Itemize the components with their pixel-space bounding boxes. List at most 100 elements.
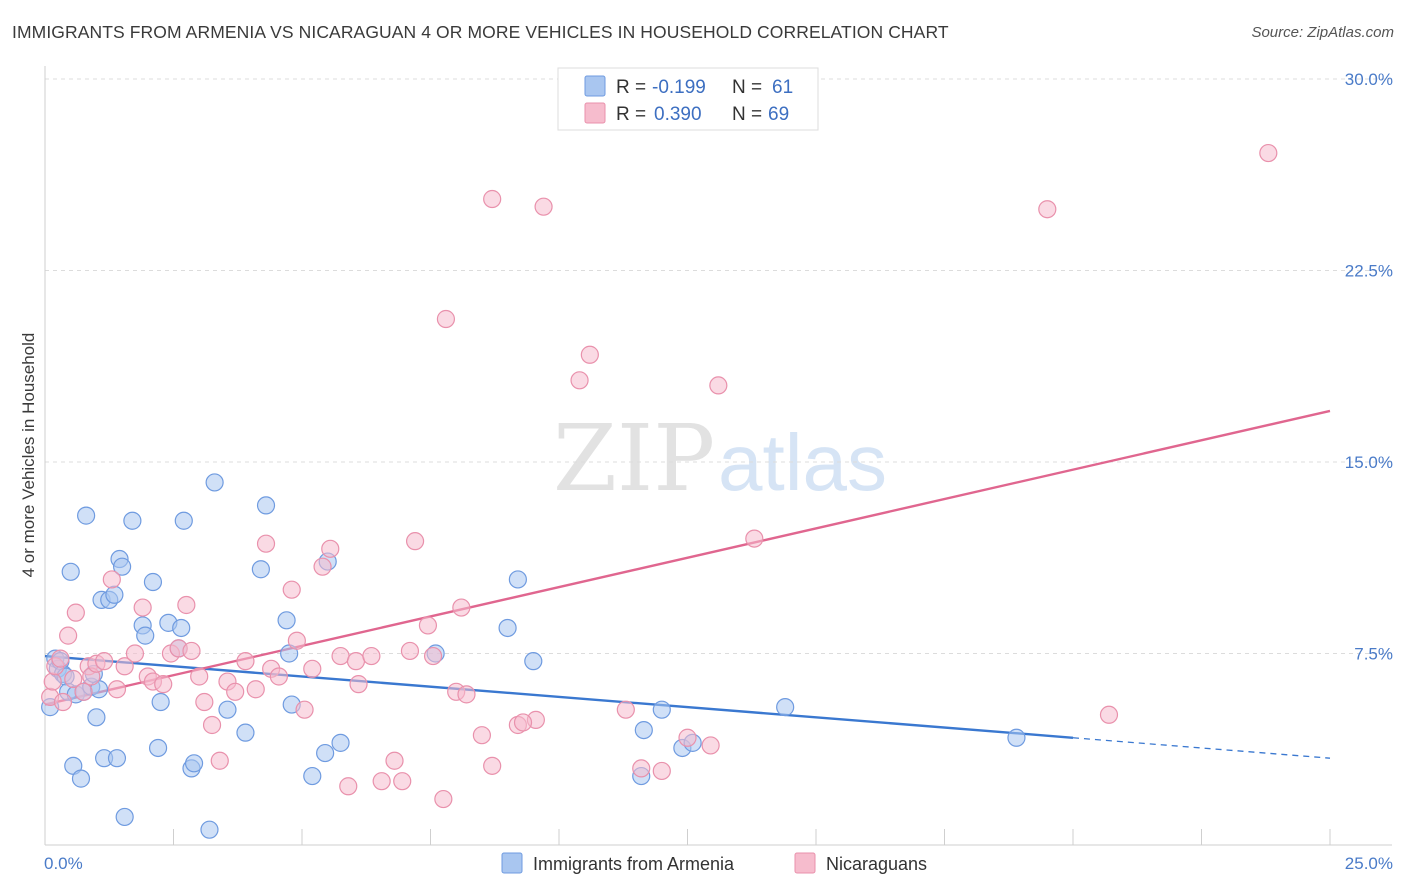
trend-line-1 xyxy=(44,409,1331,706)
series-legend: Immigrants from Armenia Nicaraguans xyxy=(501,852,927,874)
data-point xyxy=(1007,728,1026,747)
data-point xyxy=(205,473,224,492)
series-legend-label-nicaraguans: Nicaraguans xyxy=(826,854,927,874)
legend-n-value-armenia: 61 xyxy=(772,77,793,98)
data-point xyxy=(580,345,599,364)
watermark-atlas: atlas xyxy=(718,418,887,507)
data-point xyxy=(534,197,553,216)
data-point xyxy=(1259,143,1278,163)
data-point xyxy=(184,754,204,773)
stats-legend: R = -0.199 N = 61 R = 0.390 N = 69 xyxy=(557,67,819,131)
data-point xyxy=(107,749,127,768)
trend-lines xyxy=(44,409,1331,759)
data-point xyxy=(107,680,127,699)
data-point xyxy=(154,675,173,694)
data-point xyxy=(295,700,314,719)
data-point xyxy=(303,659,322,678)
chart-title: IMMIGRANTS FROM ARMENIA VS NICARAGUAN 4 … xyxy=(12,22,949,42)
data-point xyxy=(776,698,795,717)
data-point xyxy=(177,595,196,615)
y-tick-label: 7.5% xyxy=(1354,645,1393,664)
data-point xyxy=(303,766,322,786)
legend-swatch-nicaraguans xyxy=(584,102,606,124)
data-point xyxy=(632,759,651,778)
data-point xyxy=(125,644,145,663)
x-tick-label-min: 0.0% xyxy=(44,854,83,873)
data-point xyxy=(472,726,491,745)
data-point xyxy=(372,772,391,791)
data-point xyxy=(287,631,306,650)
y-tick-label: 15.0% xyxy=(1345,453,1393,472)
data-point xyxy=(269,667,288,686)
data-point xyxy=(701,736,720,755)
data-point xyxy=(115,807,134,827)
data-point xyxy=(282,580,301,599)
data-point xyxy=(61,562,80,581)
data-points xyxy=(41,143,1278,839)
legend-r-label-nicaraguans: R = xyxy=(616,104,646,125)
trend-line-0 xyxy=(44,654,1074,739)
series-legend-swatch-nicaraguans xyxy=(794,852,816,874)
data-point xyxy=(1038,200,1057,219)
data-point xyxy=(393,772,412,791)
data-point xyxy=(400,641,420,661)
data-point xyxy=(74,682,93,701)
legend-n-label-armenia: N = xyxy=(732,77,762,98)
y-tick-label: 30.0% xyxy=(1345,70,1393,89)
y-axis-label: 4 or more Vehicles in Household xyxy=(19,333,38,578)
data-point xyxy=(405,532,425,551)
data-point xyxy=(362,646,381,666)
data-point xyxy=(457,685,476,704)
data-point xyxy=(652,700,671,719)
data-point xyxy=(277,611,296,630)
data-point xyxy=(349,675,368,694)
data-point xyxy=(256,534,276,553)
data-point xyxy=(331,733,350,752)
data-point xyxy=(316,743,335,763)
legend-r-value-armenia: -0.199 xyxy=(652,77,706,98)
data-point xyxy=(102,570,121,589)
data-point xyxy=(634,720,653,740)
data-point xyxy=(513,713,533,732)
data-point xyxy=(115,657,134,676)
trend-extension-0 xyxy=(1072,737,1331,759)
data-point xyxy=(745,529,764,548)
series-points-1 xyxy=(41,143,1278,809)
data-point xyxy=(43,672,62,691)
legend-n-value-nicaraguans: 69 xyxy=(768,104,789,125)
source-credit: Source: ZipAtlas.com xyxy=(1251,24,1394,41)
legend-r-value-nicaraguans: 0.390 xyxy=(654,104,702,125)
data-point xyxy=(313,557,332,576)
data-point xyxy=(246,680,265,699)
data-point xyxy=(148,738,168,758)
data-point xyxy=(436,309,456,329)
data-point xyxy=(483,756,502,775)
data-point xyxy=(112,557,132,576)
data-point xyxy=(226,682,245,701)
legend-swatch-armenia xyxy=(584,75,606,97)
y-tick-label: 22.5% xyxy=(1345,262,1393,281)
data-point xyxy=(195,692,214,712)
data-point xyxy=(143,572,163,592)
data-point xyxy=(123,511,142,530)
data-point xyxy=(346,652,366,671)
data-point xyxy=(200,820,219,839)
data-point xyxy=(339,777,358,796)
data-point xyxy=(59,626,78,645)
data-point xyxy=(418,616,438,635)
data-point xyxy=(202,715,222,735)
data-point xyxy=(133,598,152,617)
data-point xyxy=(616,700,635,719)
data-point xyxy=(498,618,517,638)
data-point xyxy=(385,751,404,770)
data-point xyxy=(1099,705,1119,724)
legend-r-label-armenia: R = xyxy=(616,77,646,98)
data-point xyxy=(71,769,91,788)
data-point xyxy=(77,506,96,525)
grid-lines xyxy=(45,78,1392,654)
data-point xyxy=(236,723,255,742)
data-point xyxy=(423,646,443,666)
data-point xyxy=(172,618,191,638)
data-point xyxy=(256,496,276,515)
